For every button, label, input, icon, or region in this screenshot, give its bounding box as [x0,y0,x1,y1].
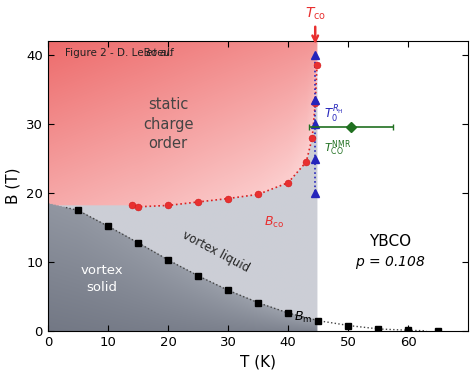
Text: $B_{\rm m}$: $B_{\rm m}$ [294,310,312,325]
Text: vortex
solid: vortex solid [81,264,123,294]
Text: et al.: et al. [64,48,172,58]
Y-axis label: B (T): B (T) [6,168,20,204]
Text: Figure 2 - D. LeBoeuf: Figure 2 - D. LeBoeuf [64,48,177,58]
Text: vortex liquid: vortex liquid [180,228,252,275]
X-axis label: T (K): T (K) [240,354,276,369]
Text: $T_0^{R_{\rm H}}$: $T_0^{R_{\rm H}}$ [324,103,344,124]
Text: $p$ = 0.108: $p$ = 0.108 [355,254,426,270]
Text: static
charge
order: static charge order [143,97,193,151]
Text: $T_{\rm CO}^{\rm NMR}$: $T_{\rm CO}^{\rm NMR}$ [324,138,351,158]
Text: $B_{\rm co}$: $B_{\rm co}$ [264,215,284,230]
Text: $T_{\rm co}$: $T_{\rm co}$ [305,6,326,22]
Text: YBCO: YBCO [369,234,411,249]
